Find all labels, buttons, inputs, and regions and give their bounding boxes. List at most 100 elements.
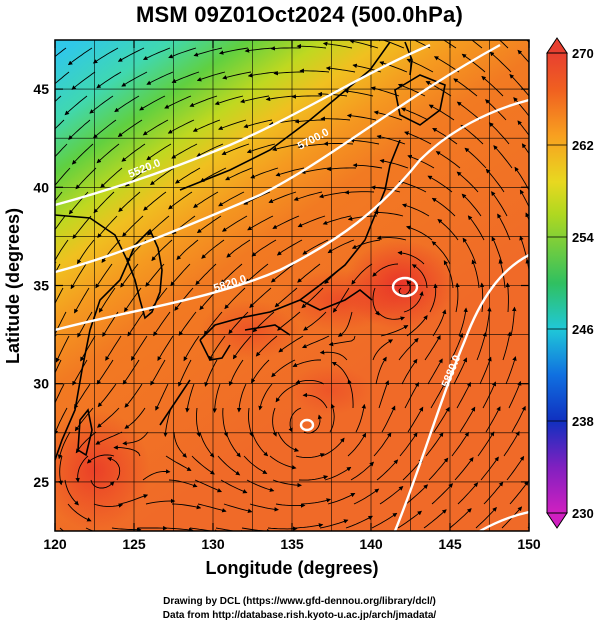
streamline bbox=[337, 311, 353, 337]
streamline bbox=[248, 407, 254, 438]
streamline bbox=[532, 357, 541, 384]
streamline bbox=[372, 287, 380, 316]
streamline bbox=[121, 71, 148, 87]
streamline bbox=[74, 287, 90, 314]
streamline bbox=[223, 503, 253, 514]
x-tick-label: 145 bbox=[438, 536, 462, 552]
streamline bbox=[423, 509, 447, 529]
streamline bbox=[251, 431, 269, 457]
y-tick-label: 40 bbox=[33, 179, 49, 195]
streamline bbox=[347, 432, 367, 457]
streamline bbox=[489, 51, 512, 73]
y-axis-ticks: 25 30 35 40 45 bbox=[33, 81, 529, 490]
streamline bbox=[246, 143, 276, 154]
streamline bbox=[199, 167, 227, 182]
streamline bbox=[269, 455, 297, 470]
streamline bbox=[214, 95, 244, 106]
streamline bbox=[232, 335, 252, 360]
streamline bbox=[208, 335, 226, 361]
streamline bbox=[120, 263, 139, 288]
x-tick-label: 125 bbox=[122, 536, 146, 552]
x-tick-label: 150 bbox=[517, 536, 541, 552]
streamline bbox=[195, 263, 217, 286]
streamline bbox=[352, 162, 383, 169]
streamline bbox=[401, 358, 418, 385]
streamline bbox=[122, 359, 140, 385]
streamline bbox=[525, 258, 529, 274]
streamline bbox=[146, 143, 172, 161]
colorbar-tick-label: 230 bbox=[572, 506, 594, 521]
streamline bbox=[55, 335, 70, 363]
streamline bbox=[370, 86, 400, 97]
streamline bbox=[163, 407, 172, 437]
streamline bbox=[150, 167, 175, 186]
streamline bbox=[174, 167, 201, 184]
streamline bbox=[405, 225, 433, 241]
x-axis-label: Longitude (degrees) bbox=[205, 558, 379, 578]
streamline bbox=[249, 503, 279, 512]
chart-title: MSM 09Z01Oct2024 (500.0hPa) bbox=[136, 2, 463, 27]
streamline bbox=[176, 239, 199, 261]
streamline bbox=[373, 432, 392, 457]
streamline bbox=[92, 47, 119, 64]
streamline bbox=[107, 456, 121, 481]
streamline bbox=[481, 75, 504, 97]
streamline bbox=[122, 431, 149, 446]
streamline bbox=[96, 71, 122, 89]
streamline bbox=[530, 431, 545, 456]
streamline bbox=[251, 239, 277, 257]
streamline bbox=[77, 239, 95, 265]
streamline bbox=[299, 68, 330, 74]
x-axis-ticks: 120 125 130 135 140 145 150 bbox=[43, 40, 541, 552]
streamline bbox=[461, 193, 482, 217]
streamline bbox=[222, 407, 228, 438]
streamline bbox=[75, 167, 97, 190]
streamline bbox=[142, 119, 169, 136]
streamline bbox=[225, 167, 253, 181]
streamline bbox=[92, 119, 117, 139]
streamline bbox=[243, 455, 268, 474]
y-tick-label: 25 bbox=[33, 474, 49, 490]
streamline bbox=[453, 357, 468, 385]
streamline bbox=[173, 431, 187, 458]
streamline bbox=[150, 359, 166, 386]
streamline bbox=[427, 175, 453, 193]
streamline bbox=[297, 263, 321, 283]
streamline bbox=[163, 527, 194, 531]
streamline bbox=[170, 263, 191, 287]
contour-5520 bbox=[55, 43, 431, 207]
streamline bbox=[275, 167, 305, 177]
streamline bbox=[191, 455, 215, 475]
streamline bbox=[298, 475, 329, 481]
streamline bbox=[247, 71, 278, 78]
streamline bbox=[265, 95, 296, 102]
streamline bbox=[55, 407, 68, 435]
streamline bbox=[460, 124, 484, 145]
streamline bbox=[303, 311, 327, 331]
streamline bbox=[503, 430, 520, 457]
streamline bbox=[325, 66, 356, 73]
colorbar-ticks: 230 238 246 254 262 270 bbox=[547, 46, 594, 521]
streamline bbox=[431, 197, 456, 217]
streamline bbox=[485, 406, 501, 433]
streamline bbox=[226, 239, 251, 258]
streamline bbox=[405, 484, 429, 505]
streamline bbox=[456, 101, 481, 121]
streamline bbox=[145, 498, 176, 505]
lat-lon-grid bbox=[55, 40, 529, 531]
streamline bbox=[351, 263, 373, 285]
streamline bbox=[435, 151, 461, 169]
streamline bbox=[443, 260, 454, 289]
streamline bbox=[343, 89, 374, 97]
streamline bbox=[491, 191, 508, 217]
streamline bbox=[118, 191, 141, 213]
streamline bbox=[240, 95, 270, 104]
streamline bbox=[401, 203, 430, 217]
streamline bbox=[424, 334, 441, 361]
colorbar-bar bbox=[546, 52, 568, 514]
x-tick-label: 120 bbox=[43, 536, 67, 552]
streamline bbox=[98, 287, 116, 313]
streamline bbox=[430, 382, 446, 409]
streamline bbox=[131, 335, 148, 361]
streamline bbox=[502, 331, 512, 361]
